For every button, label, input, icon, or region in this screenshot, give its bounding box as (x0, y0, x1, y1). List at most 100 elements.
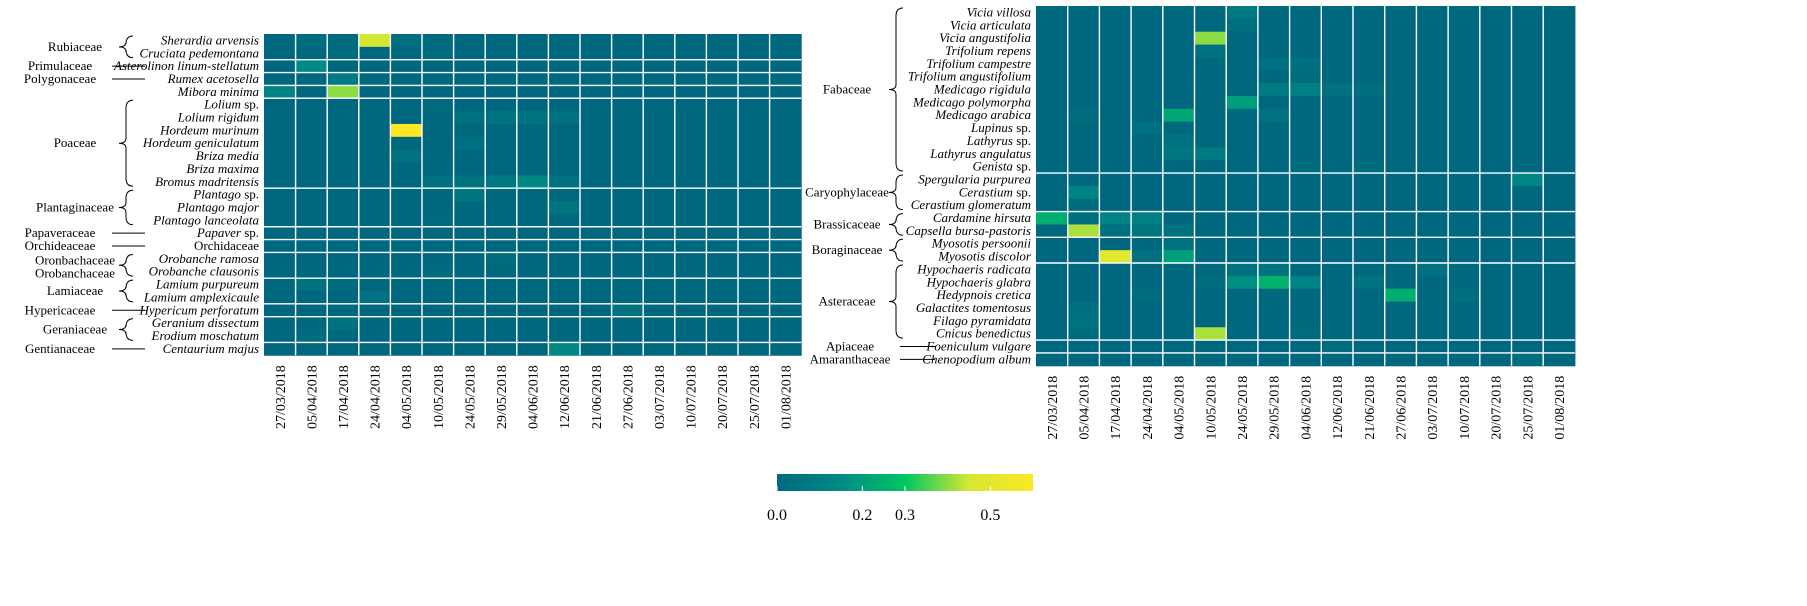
heatmap-cell (358, 85, 391, 99)
heatmap-cell (295, 213, 328, 228)
heatmap-cell (485, 226, 518, 241)
heatmap-cell (485, 291, 518, 305)
heatmap-cell (1384, 18, 1417, 33)
heatmap-cell (453, 278, 486, 292)
heatmap-cell (390, 303, 423, 318)
heatmap-cell (548, 239, 581, 253)
heatmap-cell (1289, 288, 1322, 303)
heatmap-cell (611, 239, 644, 253)
heatmap-cell (1511, 83, 1544, 97)
heatmap-cell (1194, 237, 1227, 251)
heatmap-cell (1479, 44, 1512, 58)
heatmap-cell (295, 252, 328, 266)
heatmap-cell (643, 213, 676, 228)
heatmap-cell (611, 46, 644, 61)
heatmap-cell (516, 98, 549, 112)
heatmap-cell (1226, 6, 1259, 20)
heatmap-cell (643, 316, 676, 331)
heatmap-cell (706, 59, 739, 74)
heatmap-cell (1194, 108, 1227, 123)
heatmap-cell (295, 201, 328, 215)
heatmap-cell (327, 252, 360, 266)
heatmap-cell (643, 46, 676, 61)
heatmap-cell (1353, 237, 1386, 251)
heatmap-cell (1162, 57, 1195, 71)
heatmap-cell (1416, 301, 1449, 315)
heatmap-cell (1353, 121, 1386, 135)
heatmap-cell (1416, 160, 1449, 174)
heatmap-cell (769, 123, 802, 138)
heatmap-cell (1194, 340, 1227, 354)
family-brace (888, 213, 904, 236)
heatmap-cell (769, 265, 802, 279)
heatmap-cell (1543, 95, 1576, 110)
heatmap-cell (548, 188, 581, 202)
heatmap-cell (516, 59, 549, 74)
heatmap-cell (327, 162, 360, 176)
heatmap-cell (738, 175, 771, 189)
heatmap-cell (327, 239, 360, 253)
heatmap-cell (485, 201, 518, 215)
heatmap-cell (1194, 83, 1227, 97)
heatmap-cell (706, 111, 739, 125)
heatmap-cell (1416, 147, 1449, 161)
heatmap-cell (548, 316, 581, 331)
heatmap-cell (485, 136, 518, 151)
heatmap-cell (422, 201, 455, 215)
heatmap-cell (611, 162, 644, 176)
heatmap-cell (738, 342, 771, 356)
heatmap-cell (706, 329, 739, 343)
heatmap-cell (1226, 224, 1259, 238)
heatmap-cell (516, 162, 549, 176)
heatmap-cell (1384, 147, 1417, 161)
heatmap-cell (548, 342, 581, 356)
heatmap-cell (1226, 327, 1259, 341)
heatmap-cell (1543, 108, 1576, 123)
heatmap-cell (1416, 340, 1449, 354)
heatmap-cell (1416, 31, 1449, 46)
heatmap-cell (1448, 198, 1481, 213)
family-label: Plantaginaceae (36, 199, 114, 214)
heatmap-cell (516, 291, 549, 305)
heatmap-cell (1067, 44, 1100, 58)
heatmap-cell (1448, 250, 1481, 264)
heatmap-cell (1162, 250, 1195, 264)
heatmap-cell (1194, 147, 1227, 161)
heatmap-cell (1162, 121, 1195, 135)
heatmap-cell (674, 98, 707, 112)
family-label: Gentianaceae (25, 341, 95, 356)
heatmap-cell (738, 303, 771, 318)
heatmap-cell (264, 226, 297, 241)
heatmap-cell (706, 342, 739, 356)
heatmap-cell (1067, 237, 1100, 251)
heatmap-cell (1099, 95, 1132, 110)
heatmap-cell (548, 46, 581, 61)
heatmap-cell (1036, 237, 1069, 251)
heatmap-cell (769, 175, 802, 189)
heatmap-cell (769, 239, 802, 253)
heatmap-cell (643, 303, 676, 318)
family-label: Papaveraceae (25, 225, 96, 240)
heatmap-cell (1099, 211, 1132, 225)
heatmap-cell (1479, 18, 1512, 33)
species-label: Medicago polymorpha (912, 94, 1032, 109)
family-brace (888, 174, 904, 211)
heatmap-cell (327, 291, 360, 305)
heatmap-cell (674, 303, 707, 318)
heatmap-cell (1479, 211, 1512, 225)
heatmap-cell (1036, 18, 1069, 33)
heatmap-cell (1099, 340, 1132, 354)
heatmap-cell (738, 123, 771, 138)
heatmap-cell (358, 72, 391, 86)
heatmap-cell (1511, 31, 1544, 46)
heatmap-cell (516, 46, 549, 61)
heatmap-cell (485, 72, 518, 86)
heatmap-cell (1511, 340, 1544, 354)
heatmap-cell (1416, 6, 1449, 20)
heatmap-cell (1321, 173, 1354, 187)
heatmap-cell (516, 278, 549, 292)
heatmap-cell (643, 252, 676, 266)
heatmap-cell (1543, 44, 1576, 58)
heatmap-cell (1131, 121, 1164, 135)
heatmap-cell (1289, 224, 1322, 238)
